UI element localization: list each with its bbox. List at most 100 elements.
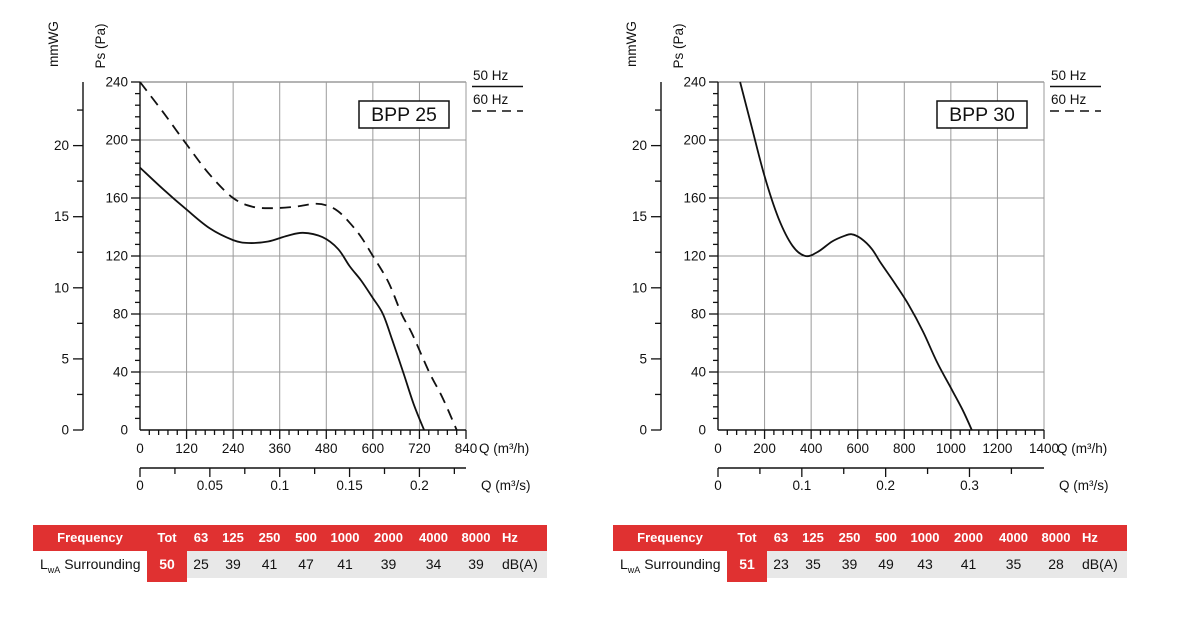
header-125: 125 xyxy=(802,530,824,545)
level-value-4000hz: 34 xyxy=(411,551,456,578)
legend-label-50hz: 50 Hz xyxy=(1051,68,1087,83)
m3h-tick-label: 600 xyxy=(362,441,385,456)
header-2000: 2000 xyxy=(374,530,403,545)
tot-value: 50 xyxy=(159,556,175,572)
level-value-1000hz: 43 xyxy=(904,551,946,578)
ps-pa-unit-label: Ps (Pa) xyxy=(671,23,686,68)
header-63: 63 xyxy=(773,530,789,545)
mmwg-tick-label: 15 xyxy=(632,209,647,224)
legend: 50 Hz 60 Hz xyxy=(1050,68,1101,112)
header-63: 63 xyxy=(193,530,209,545)
mmwg-unit-label: mmWG xyxy=(46,21,61,67)
legend-label-60hz: 60 Hz xyxy=(473,92,509,107)
chart-title: BPP 25 xyxy=(371,104,437,126)
m3h-tick-label: 360 xyxy=(268,441,291,456)
pa-tick-label: 0 xyxy=(120,423,128,438)
grid xyxy=(140,81,467,430)
level-value-500hz: 47 xyxy=(288,551,324,578)
mmwg-tick-label: 20 xyxy=(54,138,69,153)
m3h-tick-label: 0 xyxy=(136,441,144,456)
level-value-250hz: 41 xyxy=(251,551,288,578)
mmwg-tick-label: 10 xyxy=(54,280,69,295)
chart-title-box: BPP 30 xyxy=(936,100,1028,129)
header-250: 250 xyxy=(258,530,281,545)
m3h-axis-label: Q (m³/h) xyxy=(1057,441,1107,456)
header-250: 250 xyxy=(838,530,861,545)
header-hz: Hz xyxy=(502,530,518,545)
header-2000: 2000 xyxy=(954,530,983,545)
m3s-tick-label: 0.05 xyxy=(197,478,223,493)
curve-50hz xyxy=(739,81,973,431)
frequency-table-bpp-30: Frequency Tot 63 125 250 500 1000 2000 4000 8000 H… xyxy=(613,525,1127,582)
pa-tick-label: 200 xyxy=(105,133,128,148)
chart-title-box: BPP 25 xyxy=(358,100,450,129)
table-header-row: Frequency Tot 63 125 250 500 1000 2000 4000 8000 H… xyxy=(613,525,1127,551)
m3h-tick-label: 0 xyxy=(714,441,722,456)
m3h-tick-label: 120 xyxy=(175,441,198,456)
header-500: 500 xyxy=(295,530,317,545)
m3h-tick-label: 200 xyxy=(753,441,776,456)
m3s-tick-label: 0.1 xyxy=(270,478,289,493)
m3h-tick-label: 720 xyxy=(408,441,431,456)
mmwg-tick-label: 0 xyxy=(639,423,647,438)
m3h-tick-label: 240 xyxy=(222,441,245,456)
m3s-axis: 0 0.05 0.1 0.15 0.2 Q (m³/s) xyxy=(136,467,531,493)
m3h-tick-label: 840 xyxy=(455,441,478,456)
legend-label-50hz: 50 Hz xyxy=(473,68,509,83)
mmwg-tick-label: 5 xyxy=(639,351,647,366)
header-tot: Tot xyxy=(737,530,757,545)
level-value-2000hz: 41 xyxy=(946,551,991,578)
level-value-8000hz: 28 xyxy=(1036,551,1076,578)
m3s-tick-label: 0.2 xyxy=(876,478,895,493)
m3s-tick-label: 0 xyxy=(714,478,722,493)
m3s-axis: 0 0.1 0.2 0.3 Q (m³/s) xyxy=(714,467,1109,493)
row-label-lwa-surrounding: LwA Surrounding xyxy=(33,551,147,578)
level-value-125hz: 35 xyxy=(795,551,831,578)
m3s-tick-label: 0.15 xyxy=(336,478,362,493)
mmwg-tick-label: 20 xyxy=(632,138,647,153)
ps-pa-unit-label: Ps (Pa) xyxy=(93,23,108,68)
header-8000: 8000 xyxy=(1041,530,1071,545)
pa-axis: 0 40 80 120 160 200 240 xyxy=(105,75,141,438)
m3h-tick-label: 400 xyxy=(800,441,823,456)
header-frequency: Frequency xyxy=(637,530,703,545)
m3s-axis-label: Q (m³/s) xyxy=(1059,478,1109,493)
legend: 50 Hz 60 Hz xyxy=(472,68,523,112)
level-value-4000hz: 35 xyxy=(991,551,1036,578)
frequency-table-bpp-25: Frequency Tot 63 125 250 500 1000 2000 4000 8000 H… xyxy=(33,525,547,582)
level-value-63hz: 25 xyxy=(187,551,215,578)
header-4000: 4000 xyxy=(999,530,1028,545)
pa-tick-label: 240 xyxy=(683,75,706,90)
header-frequency: Frequency xyxy=(57,530,123,545)
level-value-125hz: 39 xyxy=(215,551,251,578)
m3s-tick-label: 0.3 xyxy=(960,478,979,493)
header-500: 500 xyxy=(875,530,897,545)
pa-tick-label: 120 xyxy=(683,249,706,264)
mmwg-tick-label: 10 xyxy=(632,280,647,295)
level-value-2000hz: 39 xyxy=(366,551,411,578)
header-tot: Tot xyxy=(157,530,177,545)
m3h-tick-label: 600 xyxy=(846,441,869,456)
unit-dba: dB(A) xyxy=(496,551,547,578)
m3s-tick-label: 0.1 xyxy=(792,478,811,493)
level-value-250hz: 39 xyxy=(831,551,868,578)
header-1000: 1000 xyxy=(910,530,940,545)
header-125: 125 xyxy=(222,530,244,545)
header-8000: 8000 xyxy=(461,530,491,545)
m3h-axis: 0 120 240 360 480 600 720 840 Q (m³/h) xyxy=(136,429,529,456)
pa-tick-label: 80 xyxy=(691,307,706,322)
pa-tick-label: 160 xyxy=(683,191,706,206)
mmwg-unit-label: mmWG xyxy=(624,21,639,67)
m3h-axis-label: Q (m³/h) xyxy=(479,441,529,456)
curve-50hz xyxy=(139,166,425,431)
grid xyxy=(718,81,1045,430)
tot-value: 51 xyxy=(739,556,755,572)
pa-tick-label: 80 xyxy=(113,307,128,322)
m3h-tick-label: 1400 xyxy=(1029,441,1059,456)
level-value-1000hz: 41 xyxy=(324,551,366,578)
header-1000: 1000 xyxy=(330,530,360,545)
